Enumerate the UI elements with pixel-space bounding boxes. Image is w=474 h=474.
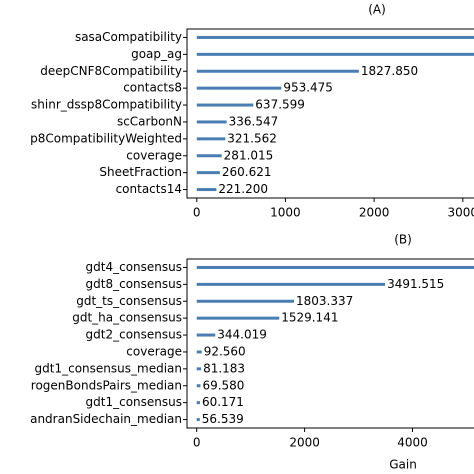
y-tick-label: gdt2_consensus [86,328,182,342]
value-label: 344.019 [217,328,267,342]
value-label: 1803.337 [296,294,353,308]
x-tick-label: 3000 [448,206,474,220]
panel-title: (B) [394,233,412,247]
y-tick-label: andranSidechain_median [30,412,182,426]
value-label: 221.200 [218,182,268,196]
bar [196,333,216,337]
value-label: 3491.515 [387,277,444,291]
y-tick-label: scCarbonN [117,114,182,128]
y-tick-label: SheetFraction [99,165,182,179]
x-tick-label: 0 [193,436,201,450]
y-tick-label: p8CompatibilityWeighted [30,131,182,145]
x-tick-label: 1000 [270,206,301,220]
value-label: 336.547 [229,114,279,128]
bar [196,103,254,107]
y-tick-label: coverage [126,148,182,162]
y-tick-label: gdt1_consensus [86,395,182,409]
y-tick-label: gdt1_consensus_median [35,361,182,375]
value-label: 321.562 [227,131,277,145]
value-label: 953.475 [283,81,333,95]
value-label: 637.599 [255,98,305,112]
x-tick-label: 0 [193,206,201,220]
bar [196,137,226,141]
y-tick-label: contacts14 [116,182,182,196]
bar [196,35,474,39]
bar [196,316,280,320]
x-tick-label: 4000 [397,436,428,450]
y-tick-label: rogenBondsPairs_median [31,378,182,392]
bar [196,418,200,422]
y-tick-label: deepCNF8Compatibility [40,64,182,78]
y-tick-label: gdt_ts_consensus [76,294,182,308]
bar [196,188,217,192]
plot-frame [186,28,474,199]
value-label: 1529.141 [281,311,338,325]
value-label: 60.171 [202,395,244,409]
value-label: 92.560 [204,344,246,358]
value-label: 69.580 [202,378,244,392]
panel-title: (A) [368,3,386,17]
bar [196,69,359,73]
y-tick-label: gdt4_consensus [86,260,182,274]
bar [196,367,202,371]
bar [196,282,386,286]
y-tick-label: contacts8 [123,81,182,95]
x-axis-label: Gain [389,458,417,472]
bar [196,350,202,354]
bar [196,154,222,158]
y-tick-label: shinr_dssp8Compatibility [31,98,182,112]
value-label: 56.539 [202,412,244,426]
bar [196,52,474,56]
y-tick-label: coverage [126,344,182,358]
value-label: 281.015 [224,148,274,162]
value-label: 1827.850 [361,64,418,78]
bar [196,265,474,269]
plot-frame [186,258,474,429]
x-tick-label: 2000 [359,206,390,220]
bar [196,401,200,405]
x-tick-label: 2000 [289,436,320,450]
bar [196,171,220,175]
bar [196,384,201,388]
y-tick-label: goap_ag [131,47,182,61]
y-tick-label: sasaCompatibility [75,30,182,44]
value-label: 260.621 [222,165,272,179]
bar [196,86,282,90]
bar [196,120,227,124]
value-label: 81.183 [203,361,245,375]
y-tick-label: gdt_ha_consensus [72,311,182,325]
bar [196,299,294,303]
y-tick-label: gdt8_consensus [86,277,182,291]
